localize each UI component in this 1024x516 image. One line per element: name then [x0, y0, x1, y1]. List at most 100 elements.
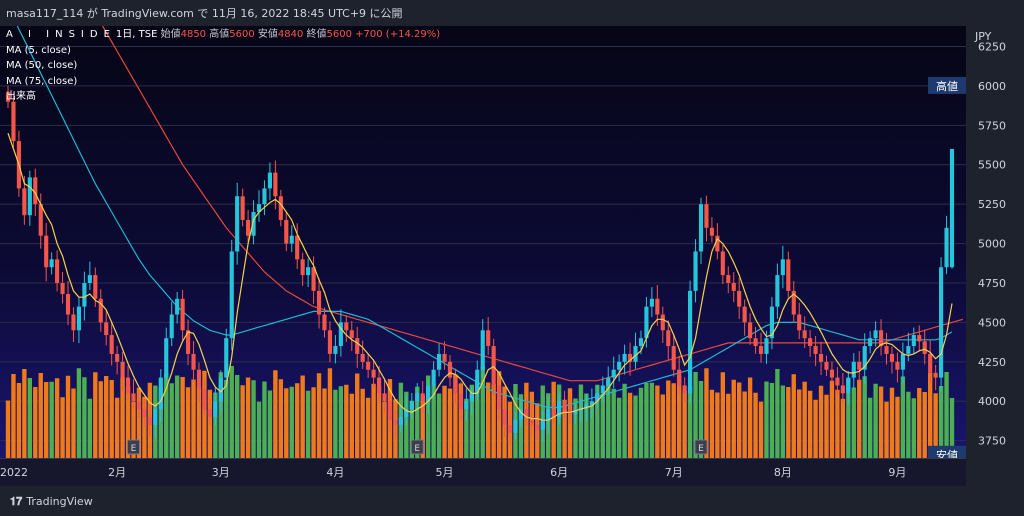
volume-bar: [322, 388, 327, 458]
candle: [98, 289, 103, 332]
candle: [360, 340, 365, 369]
candle-body: [709, 227, 714, 236]
candle-body: [857, 361, 862, 370]
candle: [246, 210, 251, 244]
candle: [742, 299, 747, 336]
candle-body: [98, 298, 103, 323]
candle-body: [502, 409, 507, 425]
volume-bar: [600, 393, 605, 458]
candle-body: [469, 393, 474, 402]
candle: [316, 278, 322, 329]
candle-body: [627, 353, 633, 362]
volume-bar: [295, 383, 300, 458]
legend-volume[interactable]: 出来高: [6, 91, 36, 102]
candle: [726, 266, 731, 294]
volume-bar: [27, 378, 33, 458]
volume-bar: [927, 373, 933, 458]
candle: [649, 287, 654, 318]
candle-body: [333, 346, 338, 354]
candle: [371, 360, 376, 387]
candle-body: [27, 177, 32, 216]
candle: [802, 316, 807, 348]
candle-body: [846, 377, 851, 394]
candle-body: [185, 330, 191, 354]
volume-bar: [878, 386, 884, 458]
candle: [437, 343, 442, 377]
y-tick-label: 5500: [978, 159, 1006, 172]
candle: [944, 215, 949, 275]
candle: [289, 225, 294, 253]
candle-body: [677, 369, 682, 386]
legend-ma5[interactable]: MA (5, close): [6, 44, 71, 56]
volume-bar: [256, 401, 262, 458]
candle: [426, 379, 431, 414]
volume-bar: [758, 401, 764, 458]
candle-body: [44, 235, 49, 268]
time-axis[interactable]: 20222月3月4月5月6月7月8月9月10月11月: [0, 458, 966, 487]
volume-bar: [606, 379, 611, 458]
volume-bar: [660, 394, 665, 458]
volume-bar: [682, 390, 687, 458]
candle-body: [289, 235, 294, 244]
candle-body: [164, 338, 169, 378]
candle: [55, 250, 60, 292]
volume-bar: [851, 387, 856, 458]
candle: [447, 355, 453, 387]
candle-body: [884, 346, 889, 354]
candle: [600, 376, 605, 402]
candle-body: [551, 409, 556, 418]
candle: [851, 353, 856, 390]
candle: [813, 335, 818, 366]
candle-body: [906, 346, 911, 354]
candle: [497, 376, 502, 421]
candle: [147, 404, 152, 437]
candle: [720, 244, 725, 285]
candle: [104, 310, 109, 346]
candle-body: [142, 409, 147, 418]
candle: [300, 252, 305, 286]
candle-body: [267, 172, 272, 189]
volume-bar: [726, 393, 731, 458]
legend-ma75[interactable]: MA (75, close): [6, 75, 78, 87]
ma75-line: [101, 26, 964, 382]
legend-symbol-row: A I INSIDE1日, TSE 始値4850 高値5600 安値4840 終…: [6, 27, 440, 43]
volume-bar: [278, 379, 284, 458]
volume-bar: [933, 393, 938, 458]
candle-body: [682, 385, 687, 394]
tradingview-brand[interactable]: 𝟏𝟕 TradingView: [10, 495, 93, 509]
price-axis[interactable]: JPY 3750 4000 4250 4500 4750 5000 5250 5500 5750 6…: [966, 26, 1024, 458]
candle-body: [818, 353, 824, 362]
candle-body: [562, 401, 567, 410]
volume-bar: [802, 381, 807, 458]
candle-body: [671, 346, 676, 370]
candle: [878, 319, 884, 356]
legend: A I INSIDE1日, TSE 始値4850 高値5600 安値4840 終…: [6, 27, 440, 105]
candle: [846, 370, 851, 405]
candle: [71, 307, 76, 342]
candle: [704, 195, 709, 242]
candle-body: [344, 322, 349, 331]
symbol-name: A I INSIDE: [6, 29, 116, 40]
candle-body: [175, 298, 180, 315]
symbol-interval: 1日, TSE: [115, 29, 158, 40]
plot-area[interactable]: E E E 高値 安値: [0, 26, 966, 458]
candle-body: [316, 290, 322, 315]
y-tick-label: 5250: [978, 198, 1006, 211]
candle: [868, 331, 873, 354]
candle-body: [224, 338, 229, 378]
candle-body: [158, 377, 163, 410]
y-tick-label: 4750: [978, 277, 1006, 290]
candle-body: [306, 267, 311, 276]
candle-body: [944, 227, 949, 268]
volume-bar: [251, 380, 256, 458]
legend-ma50[interactable]: MA (50, close): [6, 60, 78, 71]
candle-body: [131, 393, 136, 402]
candle-body: [55, 259, 60, 283]
volume-bar: [109, 380, 114, 458]
candle: [338, 309, 343, 357]
candle: [153, 402, 158, 438]
volume-bar: [884, 401, 889, 458]
brand-name: TradingView: [26, 495, 93, 508]
volume-bar: [595, 384, 600, 458]
